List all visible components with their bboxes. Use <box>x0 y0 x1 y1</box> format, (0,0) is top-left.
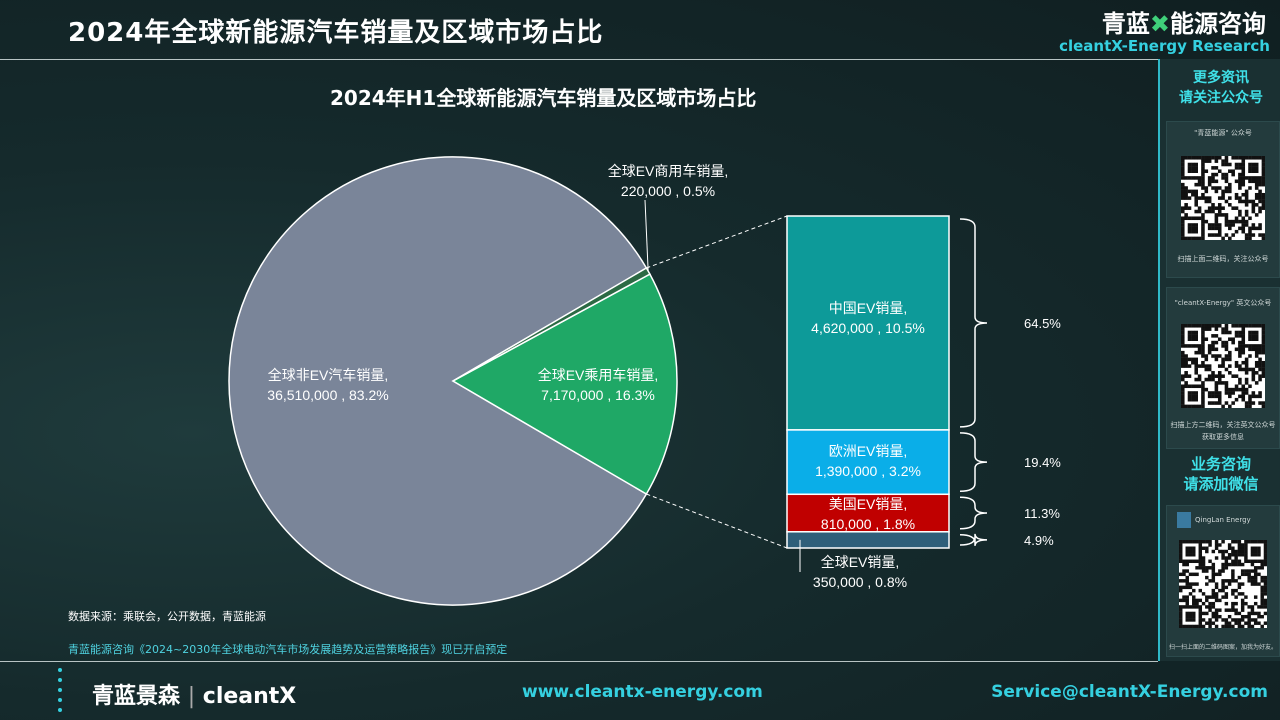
bar-label-0: 中国EV销量, 4,620,000 , 10.5% <box>811 300 925 336</box>
brand-logo: 青蓝✖能源咨询 <box>1102 4 1266 39</box>
brand-tagline: cleantX-Energy Research <box>1059 37 1270 55</box>
qr-card-personal-wechat: QingLan Energy 扫一扫上面的二维码图案，加我为好友。 <box>1166 505 1280 657</box>
wechat-name: QingLan Energy <box>1195 516 1251 524</box>
leader-line-commercial <box>644 199 649 272</box>
qr-note: 扫描上面二维码，关注公众号 <box>1177 255 1269 263</box>
bracket-0 <box>959 218 988 428</box>
share-label-0: 64.5% <box>1024 316 1061 331</box>
bar-segment-2 <box>786 493 950 533</box>
qr-code-icon[interactable] <box>1179 540 1268 629</box>
bar-of-pie-chart: 全球非EV汽车销量, 36,510,000 , 83.2% 全球EV乘用车销量, 7,… <box>228 156 1061 606</box>
qr-caption: "青蓝能源" 公众号 <box>1194 129 1252 137</box>
header-bar: 2024年全球新能源汽车销量及区域市场占比 青蓝✖能源咨询 cleantX-En… <box>0 0 1280 58</box>
sidebar-add-wechat: 请添加微信 <box>1183 475 1259 493</box>
share-label-3: 4.9% <box>1024 533 1054 548</box>
header-divider <box>0 59 1158 60</box>
sidebar: 更多资讯 请关注公众号 "青蓝能源" 公众号 扫描上面二维码，关注公众号 "cl… <box>1158 59 1280 661</box>
report-promo-link[interactable]: 青蓝能源咨询《2024~2030年全球电动汽车市场发展趋势及运营策略报告》现已开… <box>68 643 508 656</box>
qr-card-wechat-en: "cleantX-Energy" 英文公众号 扫描上方二维码，关注英文公众号 获… <box>1166 287 1280 449</box>
bar-label-1: 欧洲EV销量, 1,390,000 , 3.2% <box>815 443 921 479</box>
sidebar-follow: 请关注公众号 <box>1179 90 1263 106</box>
bar-label-2: 美国EV销量, 810,000 , 1.8% <box>821 496 915 532</box>
footer-logo: 青蓝景森 | cleantX <box>92 678 296 710</box>
bar-segment-1 <box>786 429 950 496</box>
pie-slice-non-ev <box>228 156 648 606</box>
footer-logo-en: cleantX <box>202 684 297 709</box>
decor-dots-icon <box>58 668 74 718</box>
share-label-2: 11.3% <box>1024 506 1060 521</box>
brand-name-part-b: 能源咨询 <box>1170 10 1266 38</box>
avatar <box>1177 512 1191 528</box>
share-label-1: 19.4% <box>1024 455 1061 470</box>
footer-divider <box>0 661 1158 662</box>
sidebar-more-info: 更多资讯 <box>1193 70 1249 86</box>
chart-title: 2024年H1全球新能源汽车销量及区域市场占比 <box>330 86 757 110</box>
bar-segment-3 <box>786 531 950 549</box>
qr-caption: "cleantX-Energy" 英文公众号 <box>1174 299 1272 307</box>
bracket-1 <box>959 432 988 493</box>
qr-card-wechat-cn: "青蓝能源" 公众号 扫描上面二维码，关注公众号 <box>1166 121 1280 278</box>
pie-label-non-ev: 全球非EV汽车销量, 36,510,000 , 83.2% <box>267 367 388 403</box>
brand-name-part-a: 青蓝 <box>1101 10 1150 38</box>
pie-label-ev-commercial: 全球EV商用车销量, 220,000 , 0.5% <box>608 163 729 199</box>
qr-note: 扫一扫上面的二维码图案，加我为好友。 <box>1168 644 1277 651</box>
qr-code-icon[interactable] <box>1181 324 1266 409</box>
footer-logo-sep: | <box>187 684 196 709</box>
bracket-2 <box>959 496 988 530</box>
bar-label-3: 全球EV销量, 350,000 , 0.8% <box>813 554 907 590</box>
connector-bottom <box>646 493 788 549</box>
sidebar-consult: 业务咨询 <box>1190 455 1251 473</box>
website-link[interactable]: www.cleantx-energy.com <box>522 682 763 702</box>
bar-segment-0 <box>786 215 950 431</box>
data-source-note: 数据来源：乘联会，公开数据，青蓝能源 <box>68 610 266 623</box>
connector-top <box>646 215 788 269</box>
footer-logo-cn: 青蓝景森 <box>92 684 181 709</box>
qr-note-2: 获取更多信息 <box>1202 433 1244 441</box>
bracket-3 <box>959 533 988 546</box>
qr-note: 扫描上方二维码，关注英文公众号 <box>1170 421 1276 429</box>
qr-code-icon[interactable] <box>1181 156 1266 241</box>
email-link[interactable]: Service@cleantX-Energy.com <box>991 682 1268 702</box>
brand-x-icon: ✖ <box>1149 10 1170 38</box>
page-title: 2024年全球新能源汽车销量及区域市场占比 <box>68 18 604 48</box>
pie-slice-ev-passenger <box>451 273 678 496</box>
pie-label-ev-passenger: 全球EV乘用车销量, 7,170,000 , 16.3% <box>538 367 659 403</box>
